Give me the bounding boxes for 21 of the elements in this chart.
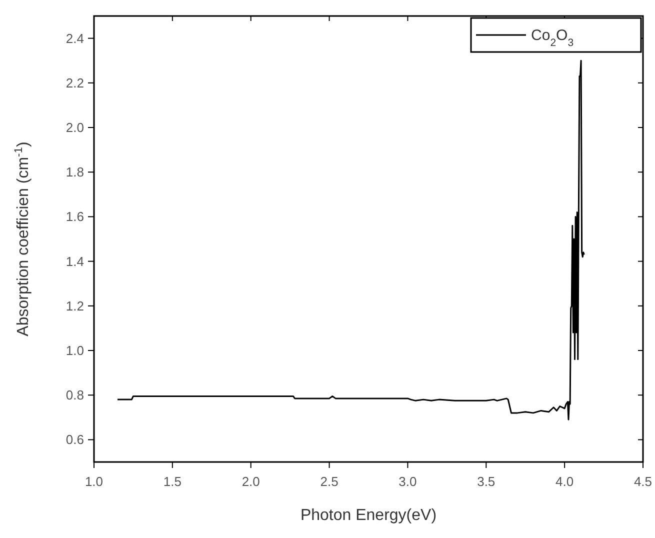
x-tick-label: 2.5 bbox=[320, 474, 338, 489]
x-tick-label: 4.5 bbox=[634, 474, 652, 489]
line-series bbox=[116, 60, 585, 420]
x-tick-label: 1.5 bbox=[163, 474, 182, 489]
legend-label: Co$_{2}$O$_{3}$ bbox=[531, 27, 574, 49]
y-tick-label: 0.6 bbox=[66, 432, 84, 448]
y-tick-label: 1.6 bbox=[66, 209, 84, 224]
y-tick-label: 0.8 bbox=[66, 388, 84, 403]
y-tick-label: 1.2 bbox=[66, 298, 84, 314]
y-tick-label: 2.0 bbox=[66, 120, 84, 135]
y-tick-label: 1.4 bbox=[66, 254, 84, 269]
x-tick-label: 3.5 bbox=[477, 474, 496, 489]
y-tick-label: 2.2 bbox=[66, 75, 84, 90]
x-axis-title: Photon Energy(eV) bbox=[300, 507, 437, 524]
y-tick-label: 2.4 bbox=[66, 30, 84, 46]
x-tick-label: 4.0 bbox=[556, 474, 574, 489]
x-tick-label: 2.0 bbox=[242, 474, 260, 489]
y-tick-label: 1.8 bbox=[66, 164, 84, 180]
x-tick-label: 3.0 bbox=[398, 474, 417, 489]
y-tick-label: 1.0 bbox=[66, 343, 84, 358]
x-tick-label: 1.0 bbox=[84, 474, 104, 489]
